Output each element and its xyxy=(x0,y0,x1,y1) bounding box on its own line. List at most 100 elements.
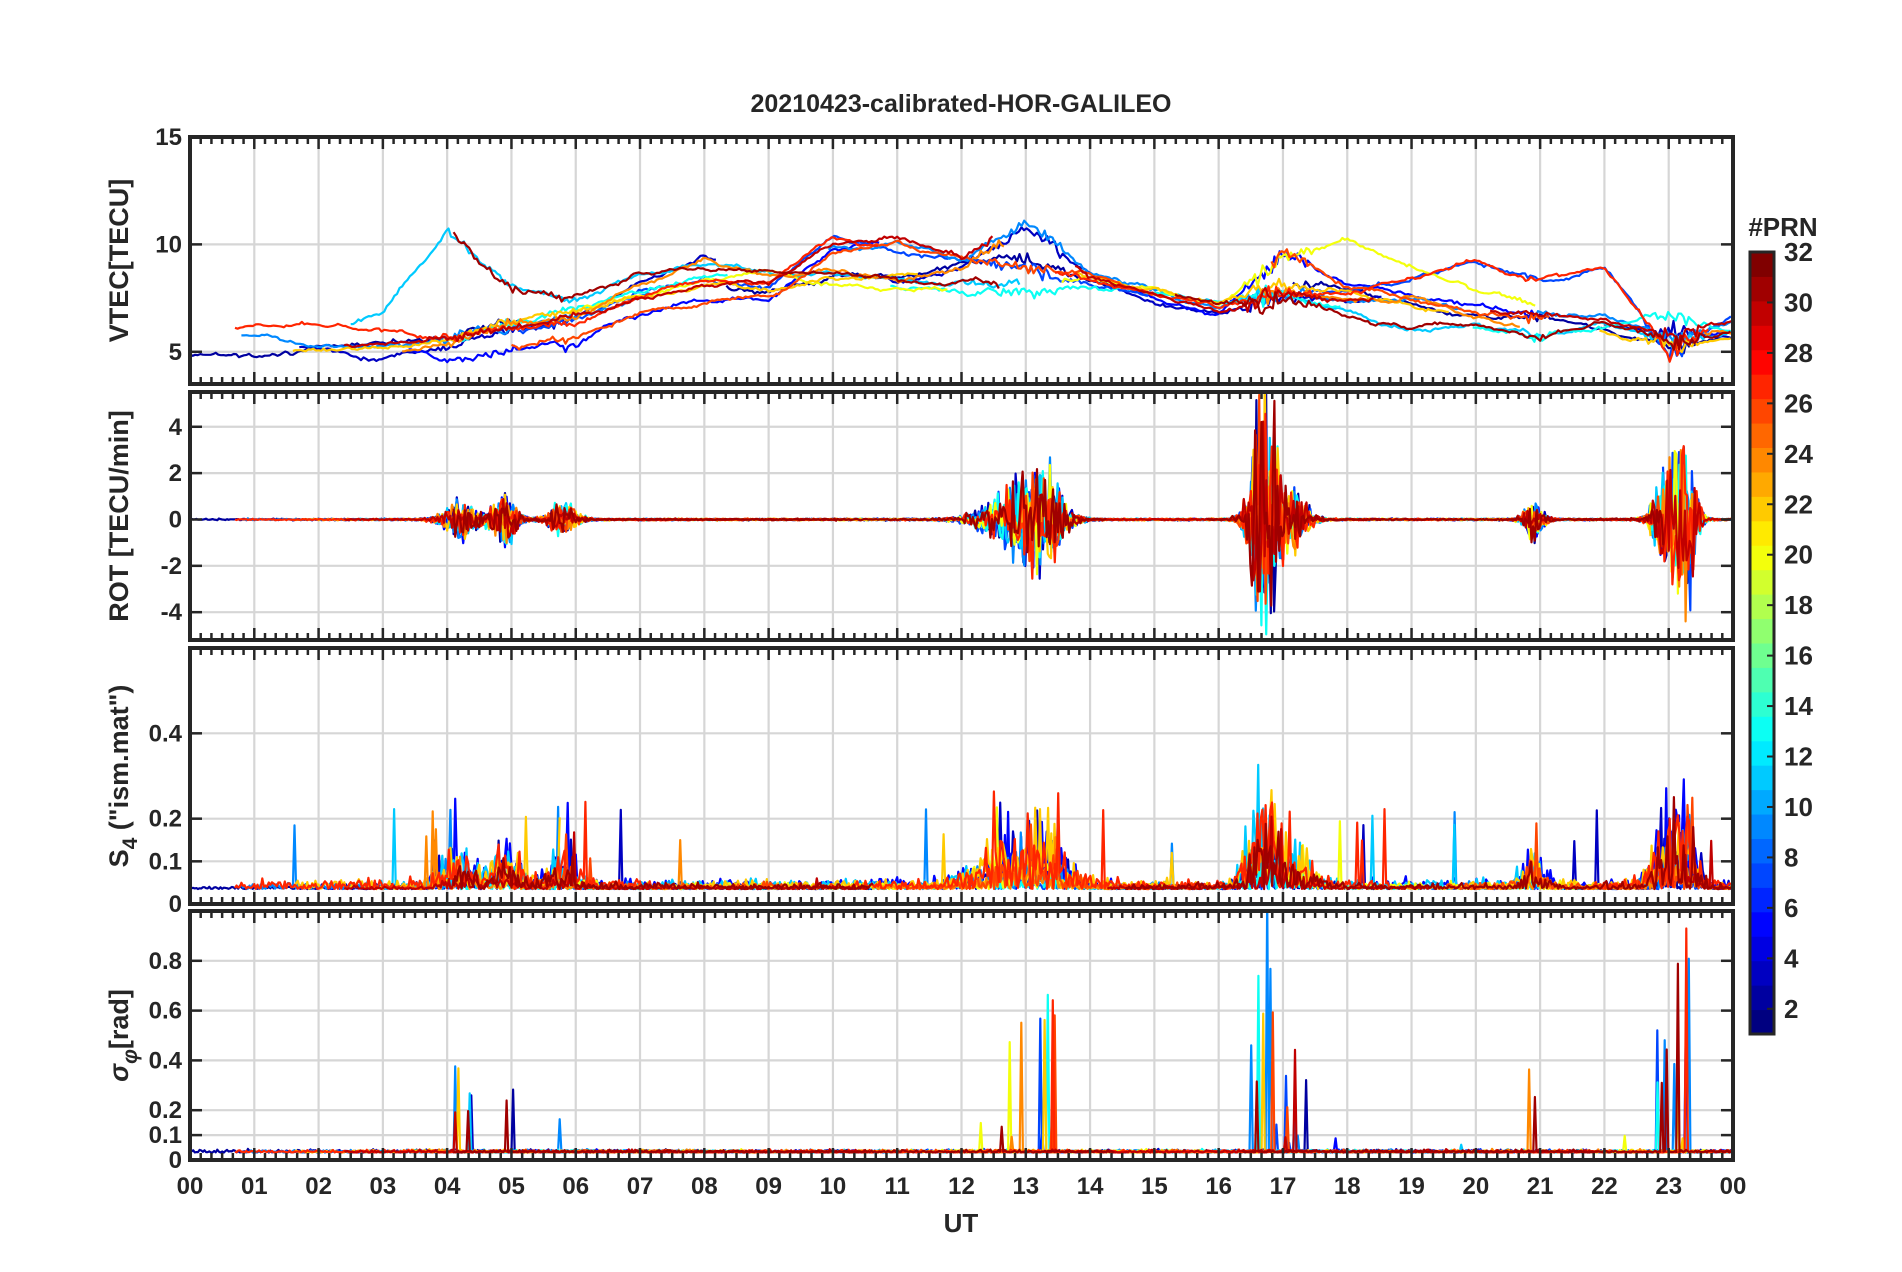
colorbar-band xyxy=(1750,960,1774,986)
colorbar-band xyxy=(1750,740,1774,766)
prn-31-trace xyxy=(452,855,874,891)
colorbar-band xyxy=(1750,349,1774,375)
colorbar-band xyxy=(1750,447,1774,473)
y-tick-label: 15 xyxy=(155,124,182,151)
y-tick-label: -4 xyxy=(161,599,183,626)
panel-rot: -4 -2 0 2 4 ROT [TECU/min] xyxy=(104,390,1735,642)
y-tick-label: 0.1 xyxy=(149,848,182,875)
y-tick-label: 0.1 xyxy=(149,1122,182,1149)
colorbar-band xyxy=(1750,520,1774,546)
colorbar-band xyxy=(1750,814,1774,839)
y-tick-label: 0.8 xyxy=(149,948,182,975)
x-tick-label: 18 xyxy=(1334,1173,1361,1200)
x-tick-label: 00 xyxy=(1720,1173,1747,1200)
vtec-traces xyxy=(190,219,1733,364)
x-axis-label: UT xyxy=(944,1208,979,1238)
x-tick-label: 02 xyxy=(305,1173,332,1200)
x-tick-label: 23 xyxy=(1655,1173,1682,1200)
panel-s4: 0 0.1 0.2 0.4 S4 ("ism.mat") xyxy=(104,646,1735,918)
colorbar-band xyxy=(1750,985,1774,1011)
x-tick-label: 03 xyxy=(370,1173,397,1200)
y-axis-label: ROT [TECU/min] xyxy=(104,410,134,621)
colorbar-tick-label: 20 xyxy=(1784,540,1813,570)
prn-31-trace xyxy=(452,231,1000,303)
prn-30-trace xyxy=(344,235,994,348)
colorbar-band xyxy=(1750,325,1774,351)
y-tick-label: 0 xyxy=(169,891,182,918)
x-tick-label: 01 xyxy=(241,1173,268,1200)
colorbar-tick-label: 14 xyxy=(1784,691,1813,721)
colorbar-tick-label: 12 xyxy=(1784,742,1813,772)
colorbar-tick-label: 26 xyxy=(1784,388,1813,418)
colorbar-band xyxy=(1750,276,1774,302)
colorbar-tick-label: 16 xyxy=(1784,641,1813,671)
prn-31-trace xyxy=(1241,962,1733,1154)
y-tick-label: 4 xyxy=(169,414,183,441)
prn-27-trace xyxy=(234,800,653,891)
colorbar-band xyxy=(1750,569,1774,595)
panel-vtec: 5 10 15 VTEC[TECU] xyxy=(104,124,1735,386)
prn-31-trace xyxy=(1174,291,1732,351)
colorbar-band xyxy=(1750,765,1774,791)
prn-31-trace xyxy=(452,468,1107,554)
prn-20-trace xyxy=(1061,236,1536,307)
x-tick-label: 17 xyxy=(1270,1173,1297,1200)
y-tick-label: 0.2 xyxy=(149,806,182,833)
y-tick-label: 0.4 xyxy=(149,1047,183,1074)
rot-traces xyxy=(190,392,1733,636)
y-tick-label: 0 xyxy=(169,1147,182,1174)
y-tick-label: -2 xyxy=(161,553,182,580)
chart-title: 20210423-calibrated-HOR-GALILEO xyxy=(751,90,1172,118)
colorbar-tick-label: 2 xyxy=(1784,994,1798,1024)
s4-traces xyxy=(190,763,1733,891)
y-tick-label: 10 xyxy=(155,231,182,258)
colorbar-band xyxy=(1750,252,1774,277)
x-tick-label: 12 xyxy=(948,1173,975,1200)
x-tick-label: 15 xyxy=(1141,1173,1168,1200)
y-tick-label: 0.6 xyxy=(149,998,182,1025)
x-tick-label: 04 xyxy=(434,1173,461,1200)
colorbar-band xyxy=(1750,691,1774,717)
y-axis-label: VTEC[TECU] xyxy=(104,179,134,343)
colorbar-title: #PRN xyxy=(1748,212,1817,242)
x-tick-label: 06 xyxy=(562,1173,589,1200)
colorbar-tick-label: 4 xyxy=(1784,943,1799,973)
colorbar-band xyxy=(1750,374,1774,400)
colorbar-tick-label: 22 xyxy=(1784,489,1813,519)
x-tick-label: 10 xyxy=(820,1173,847,1200)
colorbar-band xyxy=(1750,496,1774,522)
colorbar-tick-label: 24 xyxy=(1784,439,1813,469)
x-tick-label: 20 xyxy=(1462,1173,1489,1200)
colorbar-tick-label: 32 xyxy=(1784,237,1813,267)
colorbar-band xyxy=(1750,838,1774,864)
colorbar-tick-label: 28 xyxy=(1784,338,1813,368)
prn-26-trace xyxy=(1270,248,1550,325)
colorbar-band xyxy=(1750,594,1774,620)
colorbar-tick-label: 18 xyxy=(1784,590,1813,620)
x-tick-label: 22 xyxy=(1591,1173,1618,1200)
prn-22-trace xyxy=(292,272,918,353)
x-tick-label: 05 xyxy=(498,1173,525,1200)
x-tick-label: 08 xyxy=(691,1173,718,1200)
x-tick-label: 00 xyxy=(177,1173,204,1200)
y-axis-label: S4 ("ism.mat") xyxy=(104,685,142,868)
prn-30-trace xyxy=(1074,264,1374,314)
colorbar-frame xyxy=(1748,250,1776,1036)
prn-30-trace xyxy=(1489,309,1733,347)
prn-26-trace xyxy=(511,239,1158,351)
colorbar-band xyxy=(1750,471,1774,497)
y-tick-label: 0 xyxy=(169,506,182,533)
colorbar-band xyxy=(1750,911,1774,937)
prn-22-trace xyxy=(1599,329,1731,354)
colorbar-tick-label: 30 xyxy=(1784,287,1813,317)
colorbar-band xyxy=(1750,936,1774,962)
y-tick-label: 5 xyxy=(169,339,182,366)
colorbar-tick-label: 10 xyxy=(1784,792,1813,822)
prn-31-trace xyxy=(453,1099,1115,1154)
prn-31-trace xyxy=(1125,796,1733,891)
colorbar-band xyxy=(1750,667,1774,693)
colorbar-band xyxy=(1750,545,1774,571)
